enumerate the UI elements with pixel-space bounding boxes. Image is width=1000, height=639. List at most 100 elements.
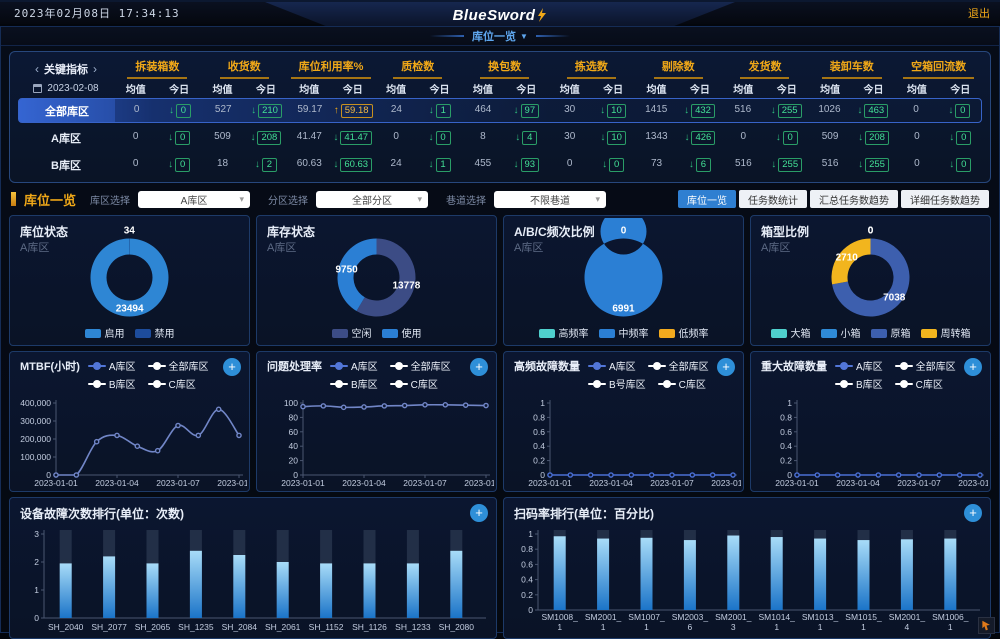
row-label[interactable]: B库区 — [51, 159, 81, 172]
legend-item[interactable]: A库区 — [588, 358, 636, 373]
svg-text:1: 1 — [540, 398, 545, 408]
select-2[interactable]: 不限巷道 ▾ — [494, 190, 607, 208]
legend-item[interactable]: 禁用 — [134, 325, 175, 340]
chevron-down-icon: ▾ — [417, 193, 423, 204]
metric-cell: 0 ↓ 0 — [114, 130, 201, 145]
svg-text:0.8: 0.8 — [521, 544, 533, 554]
legend-swatch — [84, 329, 101, 338]
legend-item[interactable]: 全部库区 — [389, 358, 451, 373]
logo-banner-shape — [265, 2, 735, 28]
svg-text:0.2: 0.2 — [780, 456, 792, 466]
select-value: A库区 — [180, 195, 208, 207]
today-label: 今日 — [255, 85, 276, 96]
tab-right-dash — [535, 35, 570, 37]
expand-button[interactable]: + — [717, 358, 735, 376]
floating-cursor-button[interactable] — [978, 617, 995, 634]
legend-item[interactable]: C库区 — [894, 376, 943, 391]
legend-line-icon — [389, 379, 408, 388]
svg-text:2023-01-10: 2023-01-10 — [958, 478, 988, 488]
legend-item[interactable]: 使用 — [381, 325, 422, 340]
legend-item[interactable]: 大箱 — [770, 325, 811, 340]
svg-text:2023-01-07: 2023-01-07 — [403, 478, 447, 488]
today-value: ↓ 255 — [852, 157, 895, 172]
legend-item[interactable]: A库区 — [87, 358, 136, 373]
arrow-down-icon: ↓ — [858, 132, 864, 143]
legend-item[interactable]: C库区 — [657, 376, 706, 391]
legend-item[interactable]: 原箱 — [870, 325, 911, 340]
top-bar: 2023年02月08日 17:34:13 BlueSword 退出 — [0, 0, 1000, 28]
mean-value: 0 — [914, 157, 920, 169]
chevron-right-icon[interactable]: › — [93, 61, 97, 76]
metric-title: 剔除数 — [653, 58, 703, 79]
svg-text:0: 0 — [528, 605, 533, 615]
select-0[interactable]: A库区 ▾ — [138, 190, 251, 208]
mean-value: 516 — [821, 157, 839, 169]
svg-text:3: 3 — [34, 529, 39, 539]
panel-title: 设备故障次数排行(单位：次数) — [20, 507, 184, 521]
legend-item[interactable]: 空闲 — [331, 325, 372, 340]
expand-button[interactable]: + — [964, 504, 982, 522]
legend-item[interactable]: B库区 — [87, 376, 136, 391]
today-value: ↓ 60.63 — [331, 157, 374, 172]
legend-item[interactable]: 周转箱 — [920, 325, 971, 340]
legend-item[interactable]: 启用 — [84, 325, 125, 340]
legend-item[interactable]: A库区 — [330, 358, 378, 373]
row-label[interactable]: 全部库区 — [19, 99, 115, 122]
svg-text:2023-01-04: 2023-01-04 — [589, 478, 633, 488]
metric-title-cell: 拆装箱数 — [114, 58, 201, 79]
tab-location-overview[interactable]: 库位一览 ▼ — [472, 28, 528, 44]
expand-button[interactable]: + — [470, 358, 488, 376]
legend-item[interactable]: 高频率 — [538, 325, 589, 340]
legend-item[interactable]: 中频率 — [598, 325, 649, 340]
legend-swatch — [770, 329, 787, 338]
mean-value: 24 — [390, 157, 402, 169]
svg-text:1: 1 — [644, 622, 649, 632]
today-value: ↓ 0 — [158, 103, 201, 118]
metric-cell: 516 ↓ 255 — [722, 157, 809, 172]
legend-item[interactable]: 小箱 — [820, 325, 861, 340]
arrow-down-icon: ↓ — [428, 105, 434, 116]
view-button-1[interactable]: 任务数统计 — [739, 190, 807, 208]
logout-button[interactable]: 退出 — [968, 8, 990, 20]
arrow-down-icon: ↓ — [600, 105, 606, 116]
view-button-3[interactable]: 详细任务数趋势 — [901, 190, 989, 208]
today-value: ↓ 97 — [505, 103, 548, 118]
logo-label: BlueSword — [452, 6, 536, 24]
metric-cell: 509 ↓ 208 — [808, 130, 895, 145]
today-value: ↓ 255 — [765, 103, 808, 118]
legend-item[interactable]: A库区 — [835, 358, 883, 373]
select-1[interactable]: 全部分区 ▾ — [316, 190, 429, 208]
legend-line-icon — [87, 361, 106, 370]
legend-item[interactable]: 低频率 — [658, 325, 709, 340]
legend-item[interactable]: C库区 — [389, 376, 438, 391]
metric-subheader: 均值 今日 — [808, 81, 895, 96]
svg-text:1: 1 — [528, 529, 533, 539]
expand-button[interactable]: + — [470, 504, 488, 522]
metric-title-cell: 装卸车数 — [808, 58, 895, 79]
arrow-down-icon: ↓ — [602, 159, 608, 170]
svg-text:3: 3 — [731, 622, 736, 632]
legend-item[interactable]: 全部库区 — [894, 358, 956, 373]
view-button-0[interactable]: 库位一览 — [678, 190, 736, 208]
row-label[interactable]: A库区 — [51, 132, 81, 145]
expand-button[interactable]: + — [223, 358, 241, 376]
chevron-left-icon[interactable]: ‹ — [35, 61, 39, 76]
today-value: ↓ 0 — [157, 157, 200, 172]
today-badge: 1 — [435, 157, 451, 172]
legend-item[interactable]: B号库区 — [588, 376, 646, 391]
legend-item[interactable]: B库区 — [330, 376, 378, 391]
mean-value: 509 — [821, 130, 839, 142]
legend-item[interactable]: C库区 — [147, 376, 196, 391]
chevron-down-icon: ▼ — [520, 31, 528, 41]
legend-item[interactable]: 全部库区 — [147, 358, 209, 373]
expand-button[interactable]: + — [964, 358, 982, 376]
legend-swatch — [331, 329, 348, 338]
legend-item[interactable]: 全部库区 — [647, 358, 709, 373]
datetime-display: 2023年02月08日 17:34:13 — [14, 7, 180, 20]
view-button-2[interactable]: 汇总任务数趋势 — [810, 190, 898, 208]
today-badge: 10 — [607, 130, 626, 145]
legend-swatch — [870, 329, 887, 338]
legend-item[interactable]: B库区 — [835, 376, 883, 391]
arrow-down-icon: ↓ — [858, 159, 864, 170]
